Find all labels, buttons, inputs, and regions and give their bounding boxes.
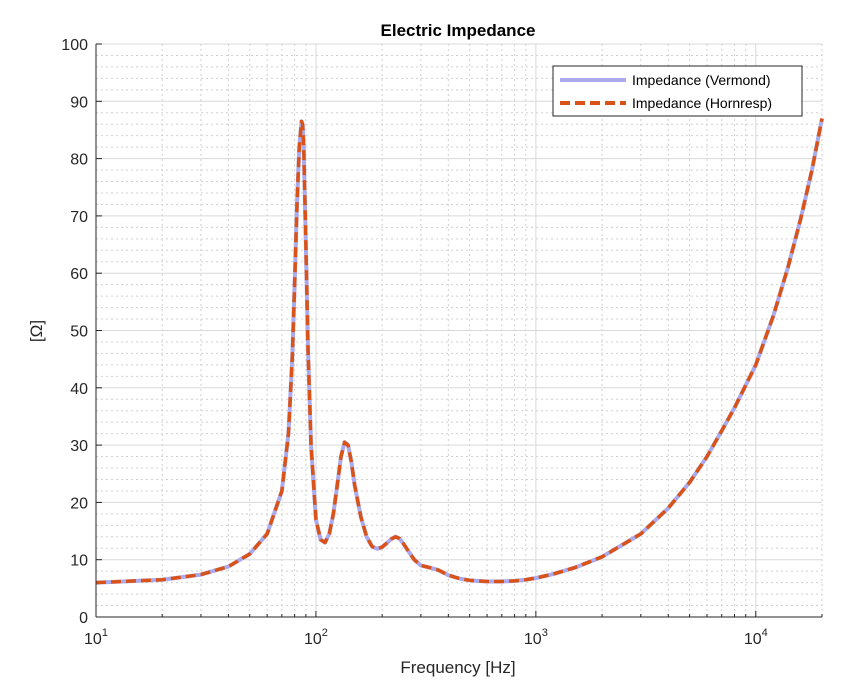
x-tick-label: 104 bbox=[744, 627, 768, 648]
x-tick-label: 101 bbox=[84, 627, 108, 648]
y-axis-label: [Ω] bbox=[27, 320, 46, 342]
legend-label-hornresp: Impedance (Hornresp) bbox=[632, 95, 772, 111]
y-tick-label: 40 bbox=[70, 381, 88, 398]
ticks-layer: 0 10 20 30 40 50 60 70 80 90 100 101 102 103 104 bbox=[61, 37, 823, 648]
x-axis-label: Frequency [Hz] bbox=[400, 658, 515, 677]
x-tick-label: 102 bbox=[304, 627, 328, 648]
x-tick-label: 103 bbox=[524, 627, 548, 648]
y-tick-label: 20 bbox=[70, 495, 88, 512]
series-layer bbox=[95, 118, 824, 585]
y-tick-label: 50 bbox=[70, 324, 88, 341]
legend: Impedance (Vermond) Impedance (Hornresp) bbox=[552, 65, 803, 117]
y-tick-label: 100 bbox=[61, 37, 88, 54]
y-tick-label: 80 bbox=[70, 152, 88, 169]
y-tick-label: 90 bbox=[70, 94, 88, 111]
y-tick-label: 60 bbox=[70, 266, 88, 283]
legend-label-vermond: Impedance (Vermond) bbox=[632, 72, 771, 88]
legend-box bbox=[552, 65, 803, 117]
y-tick-label: 70 bbox=[70, 209, 88, 226]
y-tick-label: 10 bbox=[70, 553, 88, 570]
y-tick-label: 30 bbox=[70, 438, 88, 455]
y-tick-label: 0 bbox=[79, 610, 88, 627]
series-line-hornresp bbox=[95, 118, 824, 585]
chart-title: Electric Impedance bbox=[381, 21, 536, 40]
